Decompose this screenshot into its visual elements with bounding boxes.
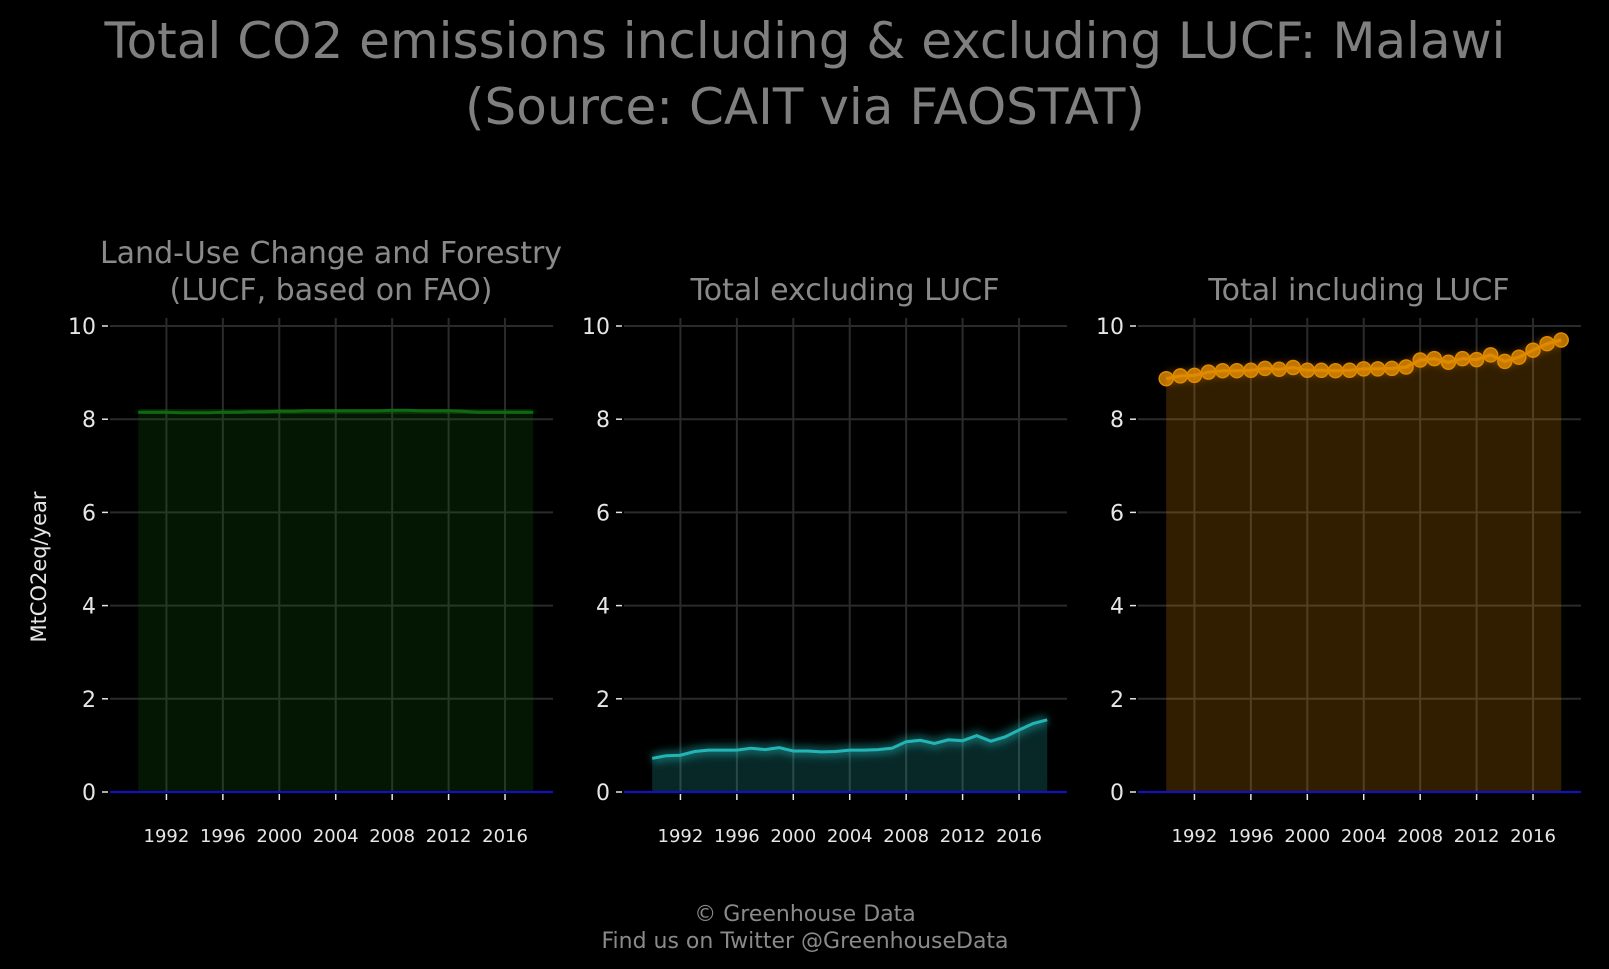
series-area bbox=[1166, 340, 1562, 792]
data-point bbox=[1440, 354, 1457, 371]
x-tick-label: 2004 bbox=[1341, 826, 1387, 847]
y-tick-label: 10 bbox=[68, 315, 96, 340]
y-tick-label: 0 bbox=[82, 781, 96, 806]
series-area bbox=[652, 719, 1048, 792]
x-tick-label: 2016 bbox=[482, 826, 528, 847]
data-point bbox=[1384, 360, 1400, 377]
panel-total-including-lucf: Total including LUCF 0 2 4 6 8 10 1992 1996 2000 2… bbox=[1096, 273, 1581, 847]
y-tick-label: 0 bbox=[596, 781, 610, 806]
panel-lucf: Land-Use Change and Forestry(LUCF, based… bbox=[68, 236, 562, 847]
y-tick-label: 4 bbox=[596, 595, 610, 620]
panel-title-line2: Total excluding LUCF bbox=[690, 273, 1000, 308]
panel-title-line2: (LUCF, based on FAO) bbox=[170, 273, 493, 308]
y-axis-label: MtCO2eq/year bbox=[27, 491, 51, 642]
chart-title-line1: Total CO2 emissions including & excludin… bbox=[104, 12, 1506, 70]
panel-total-excluding-lucf: Total excluding LUCF 0 2 4 6 8 10 1992 1996 2000 2… bbox=[582, 273, 1067, 847]
footer-twitter: Find us on Twitter @GreenhouseData bbox=[601, 929, 1008, 954]
y-tick-label: 8 bbox=[596, 408, 610, 433]
x-tick-label: 2012 bbox=[1454, 826, 1500, 847]
x-tick-label: 1996 bbox=[714, 826, 760, 847]
y-tick-label: 6 bbox=[82, 501, 96, 526]
panel-title-line2: Total including LUCF bbox=[1207, 273, 1509, 308]
y-tick-label: 6 bbox=[596, 501, 610, 526]
x-tick-label: 2016 bbox=[996, 826, 1042, 847]
data-point bbox=[1370, 361, 1386, 377]
data-point bbox=[1229, 362, 1245, 379]
data-point bbox=[1158, 370, 1174, 387]
data-point bbox=[1172, 368, 1189, 384]
data-point bbox=[1341, 362, 1358, 379]
data-point bbox=[1299, 362, 1316, 379]
x-tick-label: 2008 bbox=[1397, 826, 1443, 847]
series-line bbox=[651, 718, 1048, 760]
data-point bbox=[1553, 332, 1569, 348]
data-point bbox=[1200, 364, 1217, 380]
data-point bbox=[1525, 342, 1541, 358]
x-tick-label: 2016 bbox=[1510, 826, 1556, 847]
data-point bbox=[1243, 362, 1259, 379]
data-point bbox=[1497, 353, 1513, 370]
x-tick-label: 2000 bbox=[256, 826, 302, 847]
data-point bbox=[1398, 359, 1414, 375]
x-tick-label: 1992 bbox=[658, 826, 704, 847]
y-tick-label: 8 bbox=[82, 408, 96, 433]
x-tick-label: 1996 bbox=[1228, 826, 1274, 847]
panel-title-line1: Land-Use Change and Forestry bbox=[100, 236, 562, 271]
y-tick-label: 10 bbox=[582, 315, 610, 340]
x-tick-label: 2012 bbox=[940, 826, 986, 847]
y-tick-label: 10 bbox=[1096, 315, 1124, 340]
y-tick-label: 2 bbox=[82, 688, 96, 713]
data-point bbox=[1214, 362, 1231, 379]
data-point bbox=[1454, 350, 1471, 367]
x-tick-label: 2004 bbox=[313, 826, 359, 847]
x-tick-label: 1996 bbox=[200, 826, 246, 847]
data-point bbox=[1355, 361, 1372, 377]
data-point bbox=[1186, 367, 1203, 384]
data-point bbox=[1511, 349, 1527, 365]
y-tick-label: 8 bbox=[1110, 408, 1124, 433]
x-tick-label: 2000 bbox=[1284, 826, 1330, 847]
data-point bbox=[1426, 350, 1443, 367]
y-tick-label: 6 bbox=[1110, 501, 1124, 526]
y-tick-label: 4 bbox=[1110, 595, 1124, 620]
y-tick-label: 0 bbox=[1110, 781, 1124, 806]
x-tick-label: 2000 bbox=[770, 826, 816, 847]
data-point bbox=[1327, 362, 1344, 379]
y-tick-label: 4 bbox=[82, 595, 96, 620]
y-tick-label: 2 bbox=[596, 688, 610, 713]
data-point bbox=[1412, 352, 1428, 368]
x-tick-label: 1992 bbox=[144, 826, 190, 847]
data-point bbox=[1271, 361, 1287, 378]
footer-copyright: © Greenhouse Data bbox=[694, 902, 915, 927]
x-tick-label: 2004 bbox=[827, 826, 873, 847]
series-area bbox=[138, 410, 534, 792]
x-tick-label: 1992 bbox=[1172, 826, 1218, 847]
data-point bbox=[1539, 335, 1555, 352]
chart-title-line2: (Source: CAIT via FAOSTAT) bbox=[465, 78, 1145, 136]
x-tick-label: 2008 bbox=[369, 826, 415, 847]
data-point bbox=[1468, 351, 1485, 368]
y-tick-label: 2 bbox=[1110, 688, 1124, 713]
data-point bbox=[1482, 347, 1499, 363]
x-tick-label: 2012 bbox=[426, 826, 472, 847]
data-point bbox=[1313, 362, 1330, 379]
x-tick-label: 2008 bbox=[883, 826, 929, 847]
data-point bbox=[1257, 360, 1273, 377]
series-line bbox=[138, 408, 534, 415]
data-point bbox=[1285, 359, 1301, 376]
